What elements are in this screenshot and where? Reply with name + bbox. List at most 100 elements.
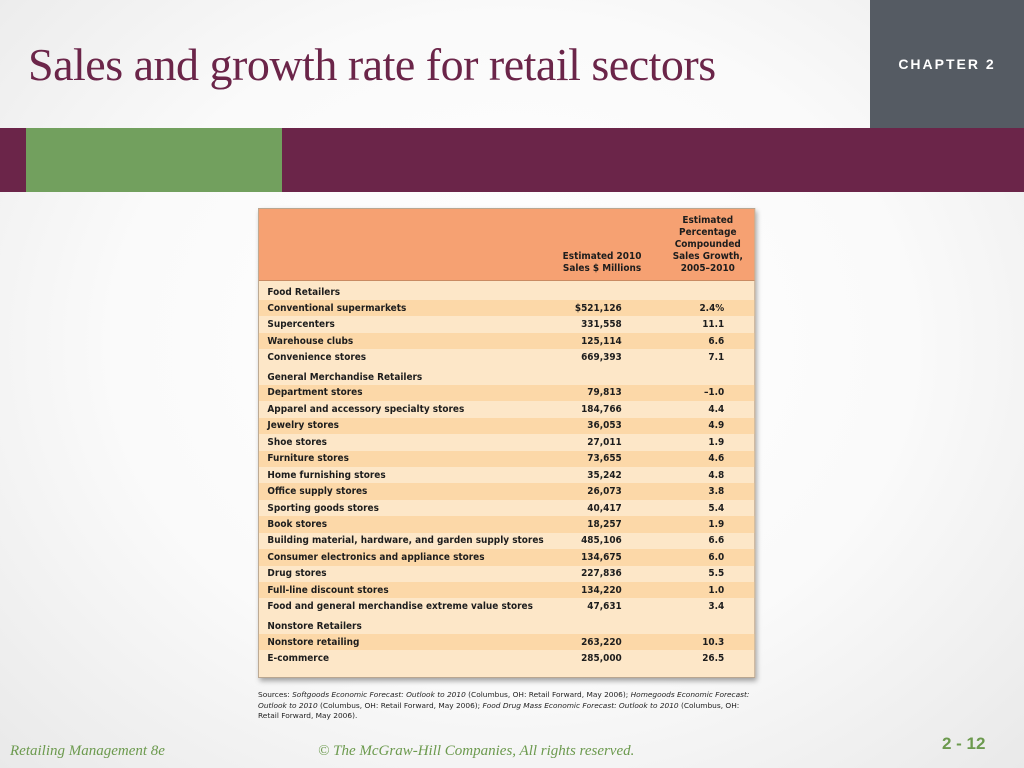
- sales-value: 184,766: [581, 403, 622, 415]
- growth-value: 10.3: [702, 636, 725, 648]
- growth-value: 1.9: [708, 436, 725, 448]
- sales-value: 125,114: [581, 335, 622, 347]
- header-growth-line: Sales Growth,: [672, 251, 743, 262]
- header-growth-line: Percentage: [679, 227, 737, 238]
- table-section-header: General Merchandise Retailers: [259, 366, 754, 385]
- sector-name: Department stores: [267, 387, 363, 399]
- table-row: Supercenters 331,558 11.1: [259, 316, 754, 332]
- sector-name: Furniture stores: [267, 453, 349, 465]
- table-row: Book stores 18,257 1.9: [258, 516, 755, 533]
- sales-value: 669,393: [581, 352, 622, 364]
- table-body: Food Retailers Conventional supermarkets $…: [258, 281, 755, 667]
- growth-value: 6.0: [708, 551, 725, 563]
- sales-value: 134,220: [581, 584, 622, 596]
- sector-name: Building material, hardware, and garden …: [267, 535, 544, 547]
- growth-value: 4.9: [708, 420, 725, 432]
- sales-value: 47,631: [587, 601, 622, 613]
- sales-value: 40,417: [587, 502, 622, 514]
- section-label: Food Retailers: [267, 287, 341, 298]
- sources-text: (Columbus, OH: Retail Forward, May 2006)…: [465, 690, 631, 699]
- table-row: Home furnishing stores 35,242 4.8: [259, 467, 754, 483]
- sector-name: Home furnishing stores: [267, 469, 386, 481]
- growth-value: 4.6: [708, 453, 725, 465]
- table-row: Drug stores 227,836 5.5: [259, 566, 754, 582]
- growth-value: 1.9: [708, 518, 725, 530]
- growth-value: 7.1: [708, 352, 725, 364]
- sector-name: Food and general merchandise extreme val…: [267, 601, 533, 613]
- header-band-accent: [26, 128, 282, 192]
- sector-name: Jewelry stores: [267, 420, 339, 432]
- growth-value: 4.8: [708, 469, 725, 481]
- sources-title: Softgoods Economic Forecast: Outlook to …: [292, 690, 466, 699]
- table-row: Conventional supermarkets $521,126 2.4%: [258, 300, 755, 317]
- header-growth-line: Estimated: [682, 215, 734, 226]
- sector-name: Supercenters: [267, 319, 335, 331]
- sector-name: E-commerce: [267, 653, 330, 665]
- table-row: Food and general merchandise extreme val…: [259, 598, 754, 614]
- sector-name: Shoe stores: [267, 436, 327, 448]
- table-row: Office supply stores 26,073 3.8: [258, 483, 755, 500]
- sales-value: 27,011: [587, 436, 622, 448]
- growth-value: 1.0: [708, 584, 725, 596]
- sales-value: 18,257: [587, 518, 622, 530]
- table-section-header: Food Retailers: [259, 281, 754, 300]
- sector-name: Book stores: [267, 518, 328, 530]
- sources-title: Food Drug Mass Economic Forecast: Outloo…: [482, 700, 679, 710]
- retail-sales-table: Estimated 2010 Sales $ Millions Estimate…: [258, 208, 756, 678]
- header-growth-line: Compounded: [674, 239, 741, 250]
- sector-name: Convenience stores: [267, 352, 367, 364]
- table-row: Furniture stores 73,655 4.6: [258, 450, 755, 467]
- growth-value: 5.5: [708, 568, 725, 580]
- table-row: Warehouse clubs 125,114 6.6: [258, 332, 755, 350]
- sales-value: 26,073: [587, 486, 622, 498]
- section-label: Nonstore Retailers: [267, 620, 362, 632]
- sales-value: $521,126: [574, 302, 622, 314]
- table-row: Building material, hardware, and garden …: [259, 533, 754, 549]
- sales-value: 485,106: [581, 535, 622, 547]
- slide-number: 2 - 12: [942, 734, 986, 753]
- table-row: Sporting goods stores 40,417 5.4: [259, 500, 754, 516]
- table-row: Apparel and accessory specialty stores 18…: [259, 401, 754, 417]
- footer-book-title: Retailing Management 8e: [10, 743, 165, 759]
- table-section-header: Nonstore Retailers: [259, 615, 754, 634]
- table-row: Jewelry stores 36,053 4.9: [258, 417, 755, 435]
- sector-name: Apparel and accessory specialty stores: [267, 403, 465, 415]
- sales-value: 79,813: [587, 387, 622, 399]
- growth-value: 6.6: [708, 335, 725, 347]
- header-blank: [259, 275, 541, 280]
- growth-value: 3.8: [708, 486, 725, 498]
- sales-value: 36,053: [587, 420, 622, 432]
- header-growth: Estimated Percentage Compounded Sales Gr…: [663, 215, 752, 280]
- table-row: Department stores 79,813 –1.0: [258, 384, 755, 402]
- sales-value: 73,655: [587, 453, 622, 465]
- sector-name: Conventional supermarkets: [267, 302, 407, 314]
- sources-text: (Columbus, OH: Retail Forward, May 2006)…: [258, 700, 740, 721]
- sector-name: Drug stores: [267, 568, 327, 580]
- header-growth-line: 2005–2010: [680, 263, 735, 274]
- sales-value: 134,675: [581, 551, 622, 563]
- slide-title: Sales and growth rate for retail sectors: [28, 39, 716, 90]
- growth-value: 2.4%: [699, 302, 725, 314]
- table-row: Convenience stores 669,393 7.1: [259, 349, 754, 365]
- chapter-box: CHAPTER 2: [870, 0, 1024, 128]
- table-header: Estimated 2010 Sales $ Millions Estimate…: [258, 209, 755, 281]
- sales-value: 263,220: [581, 636, 622, 648]
- table-row: Full-line discount stores 134,220 1.0: [258, 582, 755, 599]
- header-sales-line: Estimated 2010: [562, 251, 642, 262]
- section-label: General Merchandise Retailers: [267, 371, 423, 383]
- sources-title: Homegoods Economic Forecast: Outlook to …: [258, 690, 750, 710]
- sales-value: 331,558: [581, 319, 622, 331]
- growth-value: 26.5: [702, 653, 725, 665]
- growth-value: 11.1: [702, 319, 725, 331]
- table-row: Consumer electronics and appliance store…: [258, 549, 755, 566]
- sector-name: Office supply stores: [267, 486, 368, 498]
- growth-value: 5.4: [708, 502, 725, 514]
- growth-value: 3.4: [708, 601, 725, 613]
- growth-value: 6.6: [708, 535, 725, 547]
- footer-copyright: © The McGraw-Hill Companies, All rights …: [318, 743, 635, 759]
- sources-text: (Columbus, OH: Retail Forward, May 2006)…: [317, 700, 483, 710]
- sales-value: 227,836: [581, 568, 622, 580]
- growth-value: 4.4: [708, 403, 725, 415]
- table-row: Shoe stores 27,011 1.9: [259, 434, 754, 450]
- sector-name: Full-line discount stores: [267, 584, 389, 596]
